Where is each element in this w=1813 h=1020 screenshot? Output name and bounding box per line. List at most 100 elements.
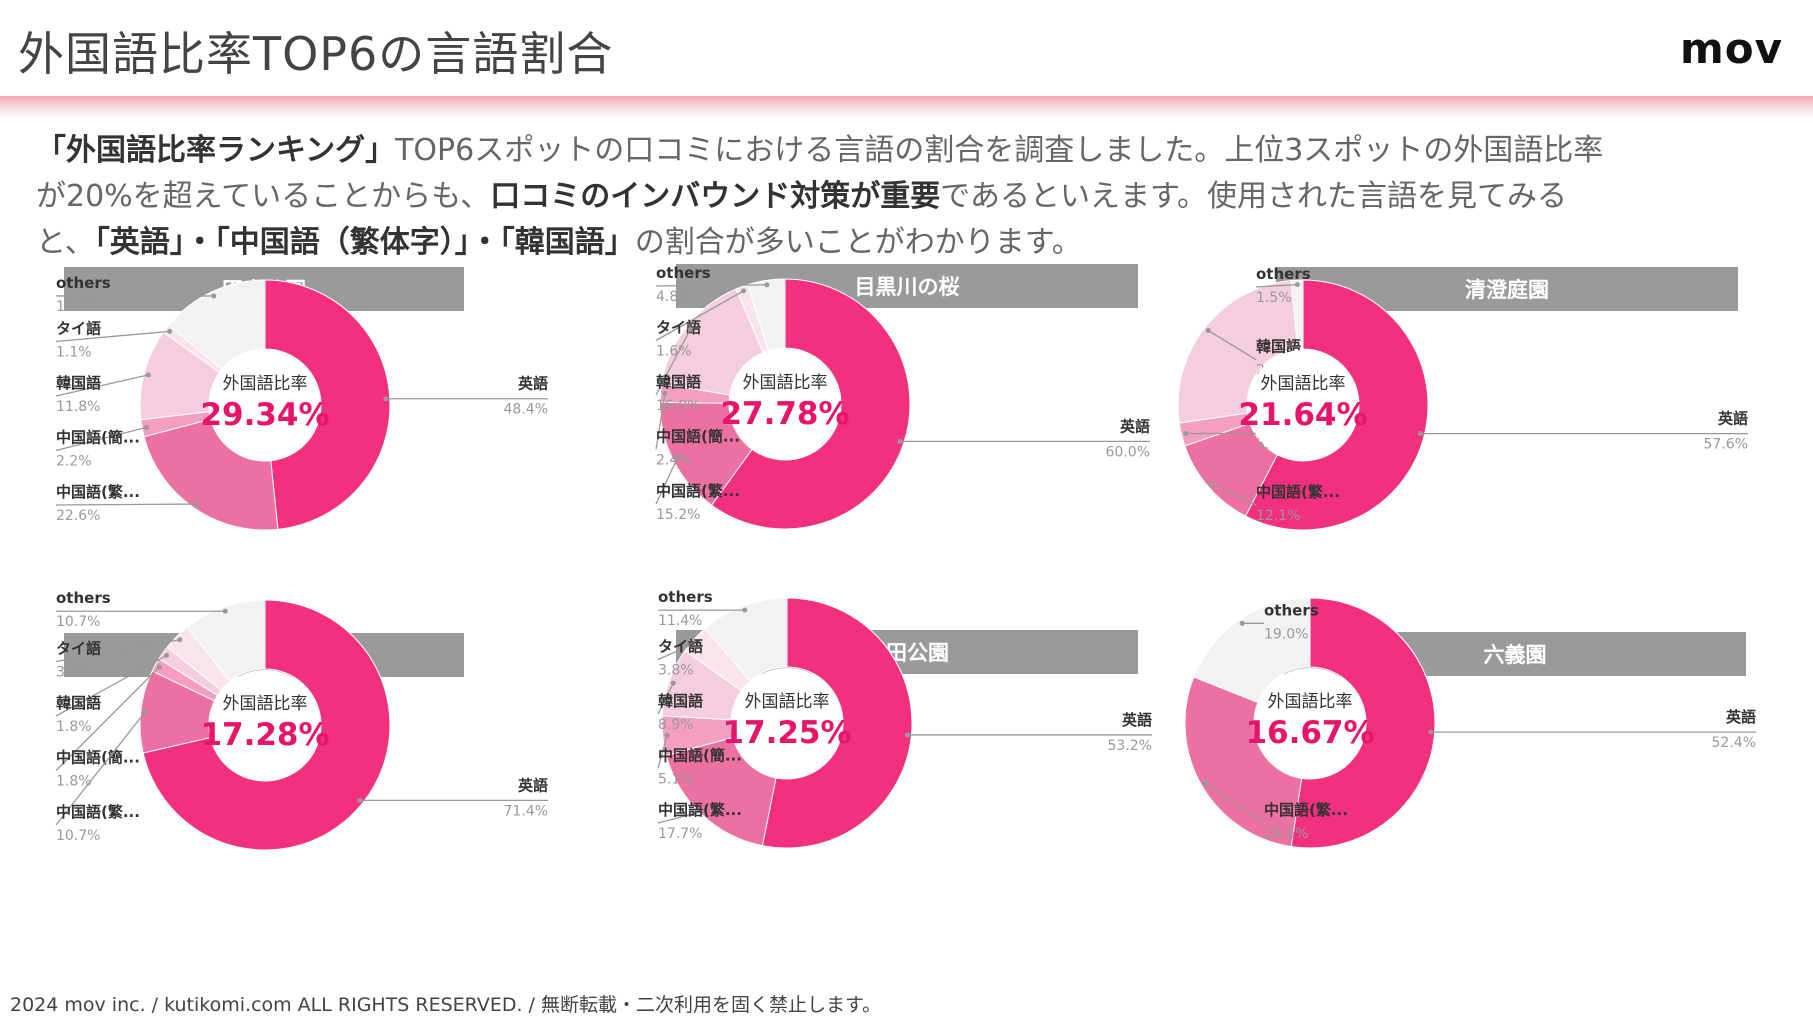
slice-label-name: 韓国語: [1256, 338, 1301, 356]
leader-dot: [1209, 481, 1215, 487]
leader-dot: [674, 455, 680, 461]
slice-others: [186, 599, 266, 682]
slice-label-value: 48.4%: [504, 402, 548, 418]
slice-label-name: タイ語: [656, 319, 701, 337]
intro-text-1: TOP6スポットの口コミにおける言語の割合を調査しました。上位3スポットの外国語…: [395, 133, 1604, 168]
leader-dot: [142, 709, 148, 715]
donut-hole: [210, 350, 320, 460]
slice-label-value: 60.0%: [1106, 444, 1150, 460]
center-value: 29.34%: [200, 397, 329, 433]
donut-chart-5: 隅田公園英語53.2%others11.4%タイ語3.8%韓国語8.9%中国語(…: [657, 588, 1152, 849]
leader-line: [657, 682, 674, 715]
slice-label-name: others: [56, 274, 111, 292]
donut-hole: [1248, 350, 1358, 460]
slice-label-name: others: [656, 264, 711, 282]
slice-label-name: 中国語(繁...: [1256, 483, 1340, 501]
intro-highlight-inbound: 口コミのインバウンド対策が重要: [490, 179, 941, 214]
slice-others: [704, 597, 788, 682]
leader-dot: [1203, 780, 1209, 786]
leader-line: [1207, 329, 1257, 361]
slice-label-value: 16.0%: [656, 398, 700, 414]
leader-dot: [702, 808, 708, 814]
slice-chinese-traditional: [665, 736, 777, 847]
intro-line-3: と、「英語」・「中国語（繁体字）」・「韓国語」の割合が多いことがわかります。: [36, 220, 1786, 266]
donut-hole: [1255, 668, 1365, 778]
leader-dot: [904, 732, 910, 738]
slice-label-name: 中国語(繁...: [56, 803, 140, 821]
slice-label-value: 11.8%: [56, 399, 100, 415]
page-title: 外国語比率TOP6の言語割合: [18, 27, 614, 81]
leader-line: [55, 426, 147, 452]
slice-english: [142, 599, 391, 851]
leader-dot: [664, 732, 670, 738]
center-label: 外国語比率: [223, 374, 308, 394]
leader-line: [657, 641, 698, 661]
intro-text-4: と、: [36, 225, 95, 260]
slice-label-name: others: [1256, 265, 1311, 283]
slice-label-value: 19.0%: [1264, 626, 1308, 642]
slice-others: [1290, 279, 1304, 350]
slice-english: [1244, 279, 1429, 531]
leader-dot: [167, 328, 173, 334]
leader-line: [657, 735, 668, 769]
center-value: 17.28%: [200, 717, 329, 753]
slice-label-name: 英語: [1718, 410, 1748, 428]
leader-line: [655, 290, 744, 342]
slice-others: [747, 278, 786, 352]
leader-dot: [687, 327, 693, 333]
slice-label-name: 韓国語: [658, 692, 703, 710]
slice-label-value: 10.7%: [56, 828, 100, 844]
intro-text-3: であるといえます。使用された言語を見てみる: [940, 179, 1567, 214]
center-value: 21.64%: [1238, 397, 1367, 433]
leader-dot: [897, 438, 903, 444]
leader-line: [655, 284, 767, 287]
slice-label-name: 中国語(繁...: [1264, 801, 1348, 819]
slice-label-value: 1.5%: [1256, 290, 1292, 306]
slice-english: [710, 278, 911, 530]
slice-label-name: タイ語: [658, 638, 703, 656]
footer-copyright: 2024 mov inc. / kutikomi.com ALL RIGHTS …: [10, 994, 882, 1016]
slice-label-name: others: [658, 588, 713, 606]
intro-text-5: の割合が多いことがわかります。: [634, 225, 1082, 260]
chart-title: 清澄庭園: [1465, 278, 1549, 302]
leader-line: [655, 457, 678, 505]
slice-label-name: 英語: [1120, 417, 1150, 435]
slice-chinese-traditional: [143, 418, 279, 531]
slice-english: [761, 597, 913, 849]
slice-label-name: 英語: [1122, 711, 1152, 729]
leader-line: [1211, 483, 1257, 506]
slice-label-value: 3.6%: [56, 665, 92, 681]
slice-english: [1290, 597, 1436, 849]
leader-dot: [222, 608, 228, 614]
leader-dot: [764, 282, 770, 288]
slice-label-value: 5.1%: [658, 772, 694, 788]
slice-korean: [1177, 280, 1299, 424]
slice-others: [168, 279, 266, 370]
slice-label-value: 22.6%: [56, 508, 100, 524]
slice-label-value: 52.4%: [1712, 735, 1756, 751]
leader-dot: [145, 372, 151, 378]
slice-label-value: 17.7%: [658, 826, 702, 842]
slice-label-name: 韓国語: [56, 694, 101, 712]
slice-label-value: 1.8%: [56, 719, 92, 735]
leader-dot: [1183, 430, 1189, 436]
intro-text-2: が20%を超えていることからも、: [36, 179, 491, 214]
slice-label-value: 2.4%: [656, 453, 692, 469]
leader-line: [55, 711, 146, 826]
leader-dot: [164, 652, 170, 658]
leader-dot: [177, 637, 183, 643]
intro-line-1: 「外国語比率ランキング」TOP6スポットの口コミにおける言語の割合を調査しました…: [36, 128, 1786, 174]
slice-label-value: 53.2%: [1108, 738, 1152, 754]
leader-line: [1255, 283, 1298, 288]
intro-highlight-languages: 「英語」・「中国語（繁体字）」・「韓国語」: [94, 225, 635, 260]
leader-line: [55, 666, 160, 771]
slice-label-value: 1.8%: [56, 774, 92, 790]
slice-label-name: 中国語(繁...: [656, 482, 740, 500]
intro-highlight-ranking: 「外国語比率ランキング」: [36, 133, 396, 168]
header: 外国語比率TOP6の言語割合 mov: [0, 0, 1813, 118]
slice-label-name: 中国語(簡...: [56, 749, 140, 767]
leader-line: [655, 329, 691, 396]
leader-line: [657, 810, 705, 824]
slice-label-name: 韓国語: [656, 373, 701, 391]
